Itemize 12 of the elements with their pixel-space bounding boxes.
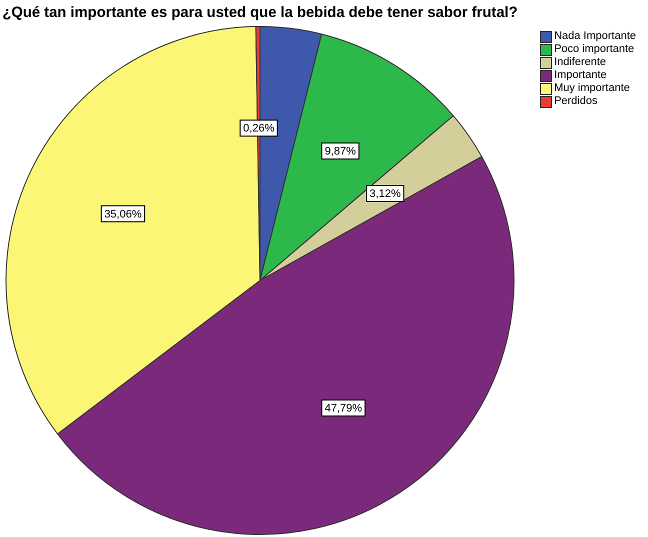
legend-label: Indiferente <box>554 56 606 69</box>
data-label: 9,87% <box>324 146 356 158</box>
data-label: 0,26% <box>243 122 275 135</box>
data-label: 3,12% <box>370 188 401 200</box>
legend-label: Nada Importante <box>554 30 636 43</box>
data-label: 47,79% <box>324 402 362 415</box>
legend-label: Perdidos <box>554 95 598 108</box>
legend-label: Poco importante <box>554 43 634 56</box>
legend-label: Importante <box>554 69 607 82</box>
chart-title: ¿Qué tan importante es para usted que la bebida debe tener sabor frutal? <box>2 5 518 22</box>
legend-label: Muy importante <box>554 82 630 95</box>
data-label: 35,06% <box>104 208 142 220</box>
